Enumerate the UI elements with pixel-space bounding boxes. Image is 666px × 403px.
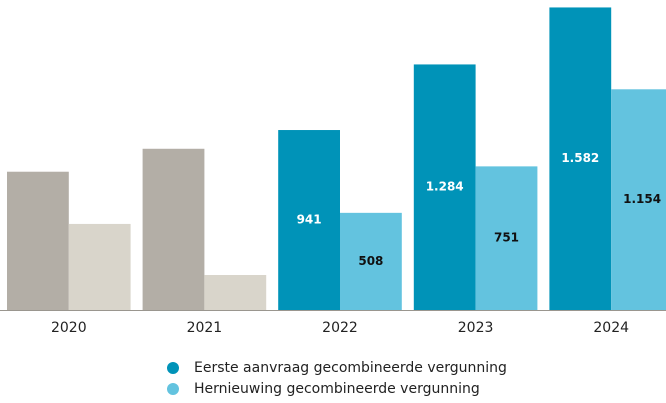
value-label: 1.154 — [623, 192, 661, 206]
legend-swatch — [167, 383, 179, 395]
bar — [413, 64, 476, 310]
value-label: 941 — [297, 213, 322, 227]
bar — [7, 171, 69, 310]
legend-swatch — [167, 362, 179, 374]
bar — [278, 130, 340, 310]
bar — [68, 223, 131, 310]
x-tick-label: 2023 — [458, 320, 494, 336]
value-label: 1.284 — [426, 180, 464, 194]
bar — [549, 7, 612, 310]
value-label: 751 — [494, 231, 519, 245]
x-tick-label: 2024 — [593, 320, 629, 336]
x-tick-label: 2021 — [187, 320, 223, 336]
legend-label: Hernieuwing gecombineerde vergunning — [194, 381, 480, 397]
bar — [142, 148, 205, 310]
x-tick-label: 2020 — [51, 320, 87, 336]
bar — [204, 275, 267, 310]
value-label: 1.582 — [561, 151, 599, 165]
x-tick-label: 2022 — [322, 320, 358, 336]
bar — [475, 166, 538, 310]
value-label: 508 — [358, 254, 383, 268]
bar — [340, 212, 402, 310]
bar — [611, 89, 666, 310]
legend-label: Eerste aanvraag gecombineerde vergunning — [194, 360, 507, 376]
